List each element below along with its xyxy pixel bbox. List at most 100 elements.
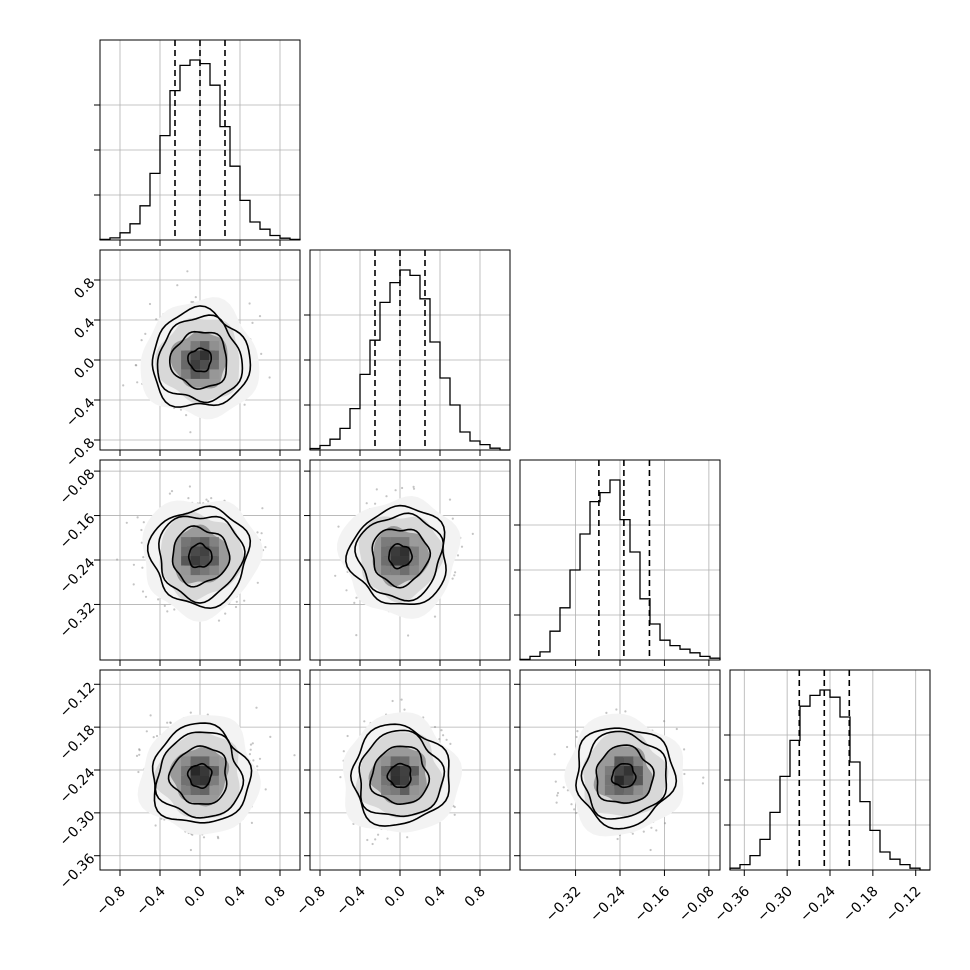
contour-line xyxy=(151,305,252,408)
scatter-point xyxy=(185,414,188,417)
scatter-point xyxy=(138,748,141,751)
tick-label-x: −0.16 xyxy=(632,883,674,925)
density-cell xyxy=(209,369,219,379)
tick-label-y: −0.16 xyxy=(57,511,99,553)
density-cell xyxy=(181,369,191,379)
panel-content xyxy=(310,460,510,660)
density-cell xyxy=(604,785,615,795)
scatter-point xyxy=(256,531,259,534)
scatter-point xyxy=(258,757,262,760)
scatter-point xyxy=(155,318,158,321)
tick-label-y: −0.36 xyxy=(57,851,99,893)
scatter-point xyxy=(400,698,403,701)
density-cell xyxy=(190,546,201,557)
scatter-point xyxy=(701,782,705,785)
scatter-point xyxy=(141,590,145,593)
scatter-point xyxy=(258,315,262,318)
scatter-point xyxy=(256,765,259,768)
scatter-point xyxy=(345,589,348,592)
density-cell xyxy=(190,341,201,351)
panel-content xyxy=(100,460,300,660)
scatter-point xyxy=(234,605,238,609)
panel-content xyxy=(100,670,300,870)
tick-label-y: −0.12 xyxy=(57,679,99,721)
density-cell xyxy=(623,756,634,766)
density-cell xyxy=(390,556,401,566)
scatter-point xyxy=(248,753,251,756)
scatter-point xyxy=(576,730,579,733)
density-cell xyxy=(381,766,391,776)
density-cell xyxy=(390,756,401,766)
scatter-point xyxy=(157,598,160,601)
tick-label-y: −0.30 xyxy=(57,808,99,850)
scatter-panel-4-3 xyxy=(514,669,721,876)
scatter-point xyxy=(136,516,139,519)
scatter-point xyxy=(149,714,152,717)
scatter-point xyxy=(235,600,238,603)
contour-line xyxy=(187,542,213,569)
density-cell xyxy=(623,766,634,776)
scatter-point xyxy=(453,574,456,577)
contour-line xyxy=(154,731,245,819)
scatter-point xyxy=(217,619,221,622)
density-cell xyxy=(190,565,201,576)
scatter-point xyxy=(186,270,189,273)
scatter-point xyxy=(655,829,658,832)
scatter-point xyxy=(243,599,246,602)
contour-line xyxy=(386,762,412,789)
panel-frame xyxy=(99,669,301,871)
tick-label-x: 0.8 xyxy=(262,884,289,911)
scatter-point xyxy=(649,848,652,852)
density-cell xyxy=(381,565,391,576)
density-cell xyxy=(409,756,419,766)
contour-line xyxy=(388,543,413,570)
contour-line xyxy=(168,330,228,390)
density-cell xyxy=(381,556,391,566)
density-cell xyxy=(604,756,615,766)
tick-label-x: −0.32 xyxy=(543,884,585,926)
scatter-point xyxy=(562,786,565,789)
density-cell xyxy=(209,341,219,351)
density-cell xyxy=(200,775,210,786)
scatter-point xyxy=(366,838,369,842)
scatter-point xyxy=(293,754,296,757)
scatter-point xyxy=(624,710,627,713)
density-cell xyxy=(190,756,201,766)
panel-content xyxy=(520,670,720,870)
density-cell xyxy=(381,756,391,766)
scatter-point xyxy=(202,836,206,839)
scatter-point xyxy=(142,521,145,524)
density-cell xyxy=(200,341,210,351)
scatter-point xyxy=(190,300,193,304)
scatter-point xyxy=(355,634,358,637)
scatter-point xyxy=(375,488,378,491)
scatter-point xyxy=(683,748,686,751)
scatter-point xyxy=(339,776,342,779)
tick-label-x: 0.4 xyxy=(422,883,449,910)
tick-label-x: −0.24 xyxy=(587,883,629,925)
scatter-point xyxy=(675,727,678,731)
scatter-point xyxy=(144,595,148,598)
scatter-point xyxy=(152,736,155,739)
scatter-point xyxy=(386,837,389,840)
scatter-point xyxy=(148,302,152,306)
contour-line xyxy=(186,762,213,790)
density-cell xyxy=(181,360,191,370)
tick-label-x: 0.0 xyxy=(382,884,409,911)
scatter-point xyxy=(575,735,578,739)
scatter-point xyxy=(556,791,560,795)
density-cell xyxy=(200,756,210,766)
scatter-point xyxy=(176,284,179,287)
tick-label-x: 0.4 xyxy=(222,883,249,910)
density-cell xyxy=(181,766,191,776)
scatter-point xyxy=(264,546,267,549)
scatter-point xyxy=(140,528,143,532)
density-cell xyxy=(409,565,419,576)
scatter-point xyxy=(251,321,254,324)
scatter-point xyxy=(145,730,148,733)
density-cell xyxy=(200,766,210,776)
density-cell xyxy=(400,537,410,547)
hist-panel-4 xyxy=(724,669,931,871)
scatter-point xyxy=(264,788,267,791)
density-cell xyxy=(209,350,219,361)
